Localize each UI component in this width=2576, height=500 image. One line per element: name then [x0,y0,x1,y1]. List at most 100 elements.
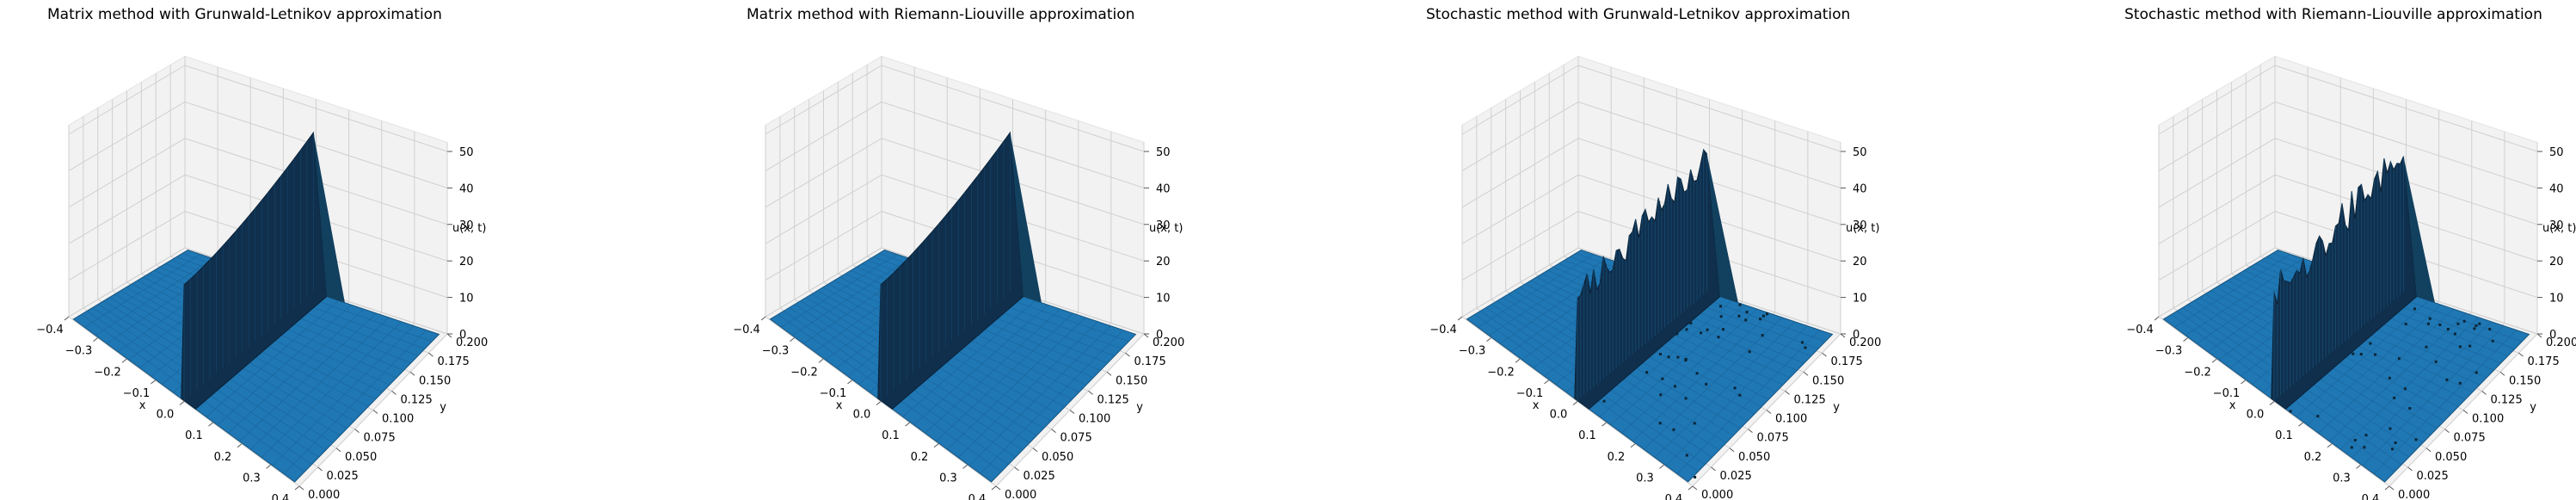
x-tick-mark [1486,337,1491,343]
y-tick-label: 0.075 [364,432,396,445]
y-tick-label: 0.075 [1757,432,1789,445]
z-tick-label: 0 [1156,329,1163,342]
y-tick-mark [2481,390,2487,395]
x-tick-mark [1572,401,1578,405]
surface-noise [1719,315,1723,318]
surface-noise [2458,345,2462,349]
x-tick-label: 0.3 [939,472,957,485]
z-tick-label: 20 [459,256,474,269]
surface-noise [2363,446,2366,449]
y-tick-mark [1069,410,1075,414]
z-tick-label: 10 [2549,293,2564,306]
z-tick-label: 50 [459,146,474,159]
gridline [2158,211,2538,299]
y-tick-mark [1143,333,1149,338]
y-tick-mark [372,410,378,414]
surface-noise [1718,305,1722,308]
y-tick-label: 0.000 [1005,489,1036,500]
y-tick-mark [428,352,433,357]
surface-noise [1737,314,1741,318]
y-tick-label: 0.200 [1153,336,1184,349]
z-tick-label: 10 [1156,293,1171,306]
y-tick-mark [2518,352,2524,357]
y-tick-mark [1125,352,1130,357]
y-tick-mark [2407,466,2413,472]
surface-noise [1717,336,1720,339]
gridline [765,101,1145,188]
surface-noise [2445,378,2449,381]
gridline [1461,138,1841,225]
z-tick-label: 40 [1853,182,1867,195]
surface-noise [2475,371,2478,374]
y-tick-mark [1748,429,1753,434]
surface-noise [1676,355,1680,359]
y-tick-label: 0.025 [1024,470,1055,483]
y-tick-mark [1840,333,1846,338]
x-tick-mark [64,316,70,321]
surface-plot-panel: Matrix method with Grunwald-Letnikov app… [0,0,644,500]
x-tick-mark [818,358,824,363]
x-tick-mark [2384,485,2390,491]
surface-noise [2350,446,2353,449]
x-tick-label: 0.4 [2362,493,2380,500]
surface-noise [1685,454,1688,457]
surface-noise [1689,321,1693,324]
z-tick-label: 0 [459,329,466,342]
surface-noise [2434,360,2438,363]
surface-plot: 0 10 20 30 40 50 u(x, t) −0.4−0.3−0.2−0.1 0.0 0.1… [36,55,488,500]
surface-plot-panel: Stochastic method with Grunwald-Letnikov… [1393,0,2038,500]
z-tick-label: 50 [2549,146,2564,159]
y-tick-mark [1014,466,1019,472]
x-tick-label: −0.2 [1487,366,1515,379]
x-tick-mark [1544,380,1549,385]
surface-noise [1667,355,1670,359]
x-tick-label: −0.4 [36,324,64,336]
y-tick-mark [446,333,452,338]
x-tick-label: 0.0 [157,409,175,422]
surface-noise [2468,344,2472,348]
chart-title: Matrix method with Grunwald-Letnikov app… [47,6,442,23]
x-tick-label: −0.4 [2126,324,2154,336]
y-tick-label: 0.050 [1042,451,1073,464]
y-tick-mark [1692,485,1698,491]
x-tick-mark [905,422,910,427]
y-tick-label: 0.175 [1831,355,1863,368]
y-tick-label: 0.150 [2509,374,2541,387]
x-tick-label: 0.1 [882,429,900,442]
y-tick-label: 0.050 [2435,451,2467,464]
x-tick-label: −0.4 [733,324,760,336]
y-tick-mark [1032,448,1038,453]
gridline [765,247,1145,335]
x-tick-label: 0.4 [272,493,290,500]
surface-peak [181,131,328,410]
surface-noise [1658,353,1662,356]
surface-noise [2458,381,2462,385]
surface-noise [2374,353,2377,356]
y-tick-mark [995,485,1001,491]
surface-noise [2393,396,2396,399]
y-tick-mark [409,371,415,376]
surface-noise [1748,350,1751,354]
z-tick-label: 30 [1156,219,1171,232]
x-tick-label: −0.4 [1429,324,1457,336]
y-tick-label: 0.100 [1775,413,1807,426]
chart-title: Matrix method with Riemann-Liouville app… [747,6,1135,23]
x-tick-label: 0.1 [185,429,203,442]
z-tick-label: 50 [1853,146,1867,159]
gridline [2158,65,2538,152]
y-tick-label: 0.075 [1061,432,1092,445]
z-axis-label: u(x, t) [452,222,486,235]
surface-noise [1673,385,1676,388]
y-tick-mark [335,448,341,453]
x-tick-label: −0.1 [123,387,151,400]
x-tick-mark [1630,443,1636,448]
surface-noise [1658,422,1662,425]
gridline [765,211,1145,299]
surface-noise [1684,357,1688,361]
surface-noise [2462,319,2466,323]
surface-noise [2491,339,2494,343]
x-tick-mark [208,422,213,427]
gridline [765,174,1145,262]
y-tick-label: 0.050 [345,451,377,464]
surface-noise [1705,382,1708,386]
